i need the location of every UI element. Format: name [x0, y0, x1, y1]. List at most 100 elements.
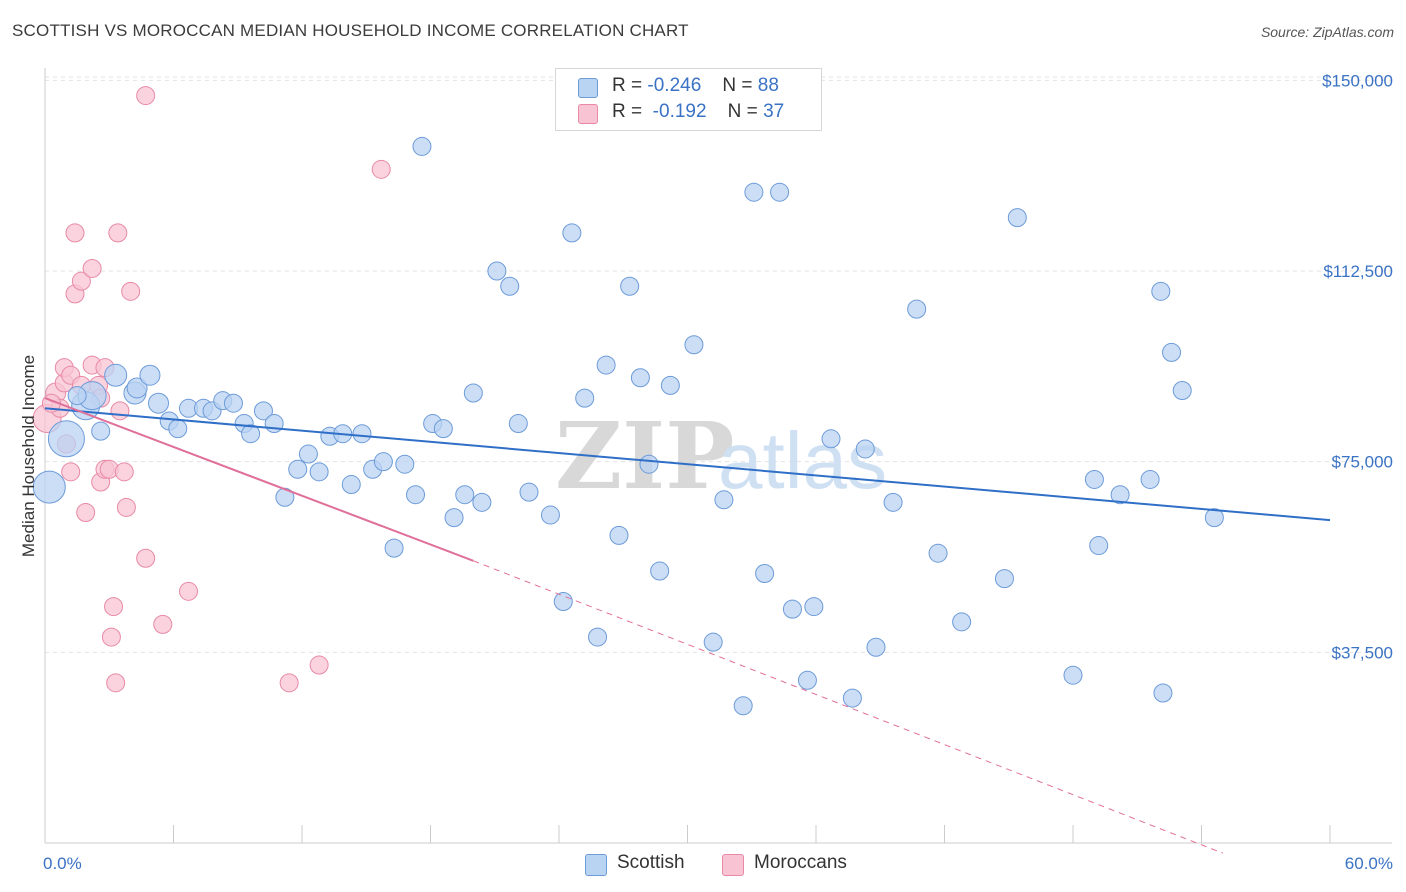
scottish-point-37	[455, 485, 475, 505]
scottish-point-70	[883, 492, 903, 512]
moroccan-trend-extension	[473, 560, 1224, 854]
n-value: 37	[763, 101, 785, 122]
scottish-point-67	[842, 688, 862, 708]
scottish-swatch-icon	[585, 854, 607, 876]
scottish-point-30	[384, 538, 404, 558]
scottish-point-40	[487, 261, 507, 281]
moroccan-points	[32, 86, 391, 693]
scottish-point-85	[1204, 508, 1224, 528]
moroccan-trend-line	[44, 397, 474, 562]
scottish-point-59	[733, 696, 753, 716]
scottish-point-58	[714, 490, 734, 510]
scottish-point-72	[928, 543, 948, 563]
scottish-point-32	[406, 485, 426, 505]
scottish-point-44	[540, 505, 560, 525]
scottish-point-69	[866, 637, 886, 657]
scottish-point-53	[639, 454, 659, 474]
grid-lines	[45, 76, 1392, 653]
scottish-point-46	[562, 223, 582, 243]
moroccan-point-29	[136, 548, 156, 568]
moroccan-point-31	[153, 614, 173, 634]
r-value: -0.192	[652, 101, 707, 122]
scottish-point-36	[444, 508, 464, 528]
moroccan-point-34	[309, 655, 329, 675]
axes	[44, 68, 1392, 844]
scottish-point-82	[1153, 683, 1173, 703]
scottish-point-51	[620, 276, 640, 296]
scottish-point-26	[341, 475, 361, 495]
scottish-point-65	[804, 597, 824, 617]
scottish-point-86	[91, 421, 111, 441]
scottish-point-48	[588, 627, 608, 647]
scottish-point-79	[1110, 485, 1130, 505]
scottish-point-45	[553, 591, 573, 611]
moroccan-point-28	[121, 281, 141, 301]
scottish-point-64	[797, 670, 817, 690]
n-label: N =	[722, 75, 753, 96]
scottish-point-27	[352, 424, 372, 444]
scottish-point-81	[1151, 281, 1171, 301]
scottish-point-50	[609, 525, 629, 545]
scottish-point-66	[821, 429, 841, 449]
scottish-point-21	[288, 459, 308, 479]
moroccan-swatch-icon	[722, 854, 744, 876]
scottish-point-38	[463, 383, 483, 403]
legend-label-scottish: Scottish	[617, 852, 685, 873]
scottish-point-62	[770, 182, 790, 202]
moroccan-point-10	[71, 271, 91, 291]
scottish-point-49	[596, 355, 616, 375]
moroccan-point-26	[114, 462, 134, 482]
trend-lines	[44, 397, 1331, 854]
y-tick-label-2: $112,500	[1323, 262, 1393, 281]
scottish-point-60	[744, 182, 764, 202]
scottish-point-7	[139, 364, 161, 386]
scottish-point-35	[433, 419, 453, 439]
scottish-point-19	[264, 414, 284, 434]
scottish-point-42	[508, 414, 528, 434]
scottish-point-74	[994, 569, 1014, 589]
scottish-point-41	[500, 276, 520, 296]
scottish-point-10	[168, 419, 188, 439]
scottish-point-56	[684, 335, 704, 355]
y-tick-label-1: $75,000	[1332, 453, 1393, 472]
y-tick-label-3: $150,000	[1322, 71, 1393, 90]
watermark-atlas: atlas	[718, 416, 887, 505]
y-axis-label: Median Household Income	[19, 355, 38, 557]
moroccan-point-24	[108, 223, 128, 243]
r-label: R =	[612, 101, 643, 122]
moroccan-point-8	[65, 223, 85, 243]
moroccan-point-21	[101, 627, 121, 647]
moroccan-point-22	[104, 597, 124, 617]
scottish-point-55	[660, 375, 680, 395]
scottish-point-15	[223, 393, 243, 413]
scottish-point-0	[32, 470, 66, 504]
chart-source: Source: ZipAtlas.com	[1261, 24, 1394, 40]
scottish-point-57	[703, 632, 723, 652]
scottish-points	[32, 136, 1224, 716]
moroccan-point-32	[178, 581, 198, 601]
moroccan-swatch-icon	[578, 104, 598, 124]
scottish-point-33	[412, 136, 432, 156]
correlation-legend: R = -0.246 N = 88 R = -0.192 N = 37	[555, 68, 822, 131]
scottish-point-71	[907, 299, 927, 319]
scottish-point-1	[47, 420, 85, 458]
x-tick-label-min: 0.0%	[43, 854, 82, 873]
scottish-point-54	[650, 561, 670, 581]
scottish-point-6	[126, 377, 148, 399]
chart-title: SCOTTISH VS MOROCCAN MEDIAN HOUSEHOLD IN…	[12, 21, 689, 40]
n-value: 88	[757, 75, 779, 96]
moroccan-point-23	[106, 673, 126, 693]
x-tick-label-max: 60.0%	[1345, 854, 1393, 873]
moroccan-point-7	[61, 462, 81, 482]
moroccan-point-33	[279, 673, 299, 693]
scottish-point-52	[630, 368, 650, 388]
scottish-point-22	[298, 444, 318, 464]
scottish-point-83	[1162, 342, 1182, 362]
scottish-point-87	[67, 386, 87, 406]
scottish-point-47	[575, 388, 595, 408]
scottish-point-76	[1063, 665, 1083, 685]
x-tick-labels: 0.0% 60.0%	[43, 854, 1393, 873]
scottish-point-84	[1172, 380, 1192, 400]
source-label: Source:	[1260, 24, 1314, 40]
